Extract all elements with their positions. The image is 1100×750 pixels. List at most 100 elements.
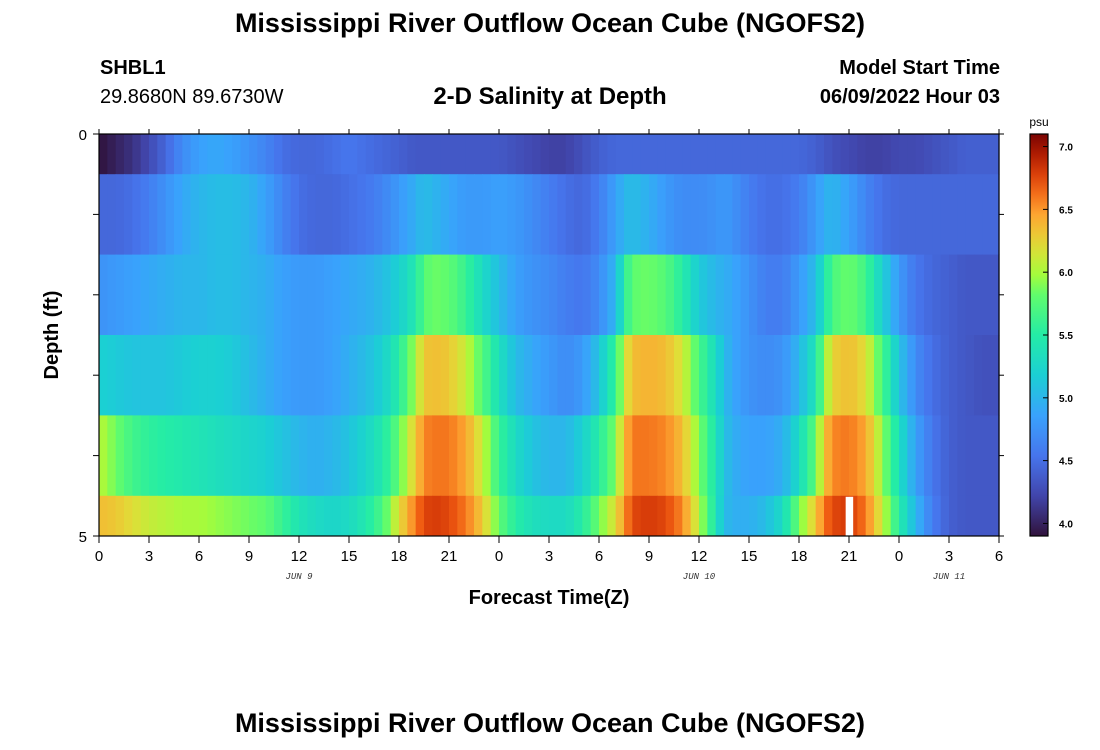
- heatmap-cell: [390, 254, 400, 336]
- heatmap-cell: [940, 495, 950, 537]
- heatmap-cell: [315, 495, 325, 537]
- heatmap-cell: [757, 415, 767, 497]
- heatmap-cell: [624, 174, 633, 255]
- heatmap-cell: [199, 134, 208, 175]
- heatmap-cell: [357, 495, 367, 537]
- heatmap-cell: [757, 174, 767, 255]
- heatmap-cell: [274, 174, 283, 255]
- heatmap-cell: [432, 495, 442, 537]
- heatmap-cell: [432, 174, 442, 255]
- heatmap-cell: [624, 335, 633, 416]
- heatmap-cell: [407, 134, 417, 175]
- heatmap-cell: [715, 134, 725, 175]
- heatmap-cell: [690, 495, 700, 537]
- heatmap-cell: [390, 495, 400, 537]
- heatmap-cell: [382, 134, 392, 175]
- heatmap-cell: [549, 134, 558, 175]
- heatmap-cell: [932, 254, 942, 336]
- heatmap-cell: [724, 254, 733, 336]
- heatmap-cell: [849, 134, 858, 175]
- heatmap-cell: [274, 415, 283, 497]
- heatmap-cell: [140, 495, 150, 537]
- heatmap-cell: [965, 415, 975, 497]
- heatmap-cell: [707, 415, 717, 497]
- heatmap-cell: [265, 134, 275, 175]
- heatmap-cell: [274, 495, 283, 537]
- heatmap-cell: [849, 335, 858, 416]
- heatmap-cell: [824, 495, 833, 537]
- heatmap-cell: [232, 495, 242, 537]
- heatmap-cell: [407, 495, 417, 537]
- heatmap-cell: [874, 335, 883, 416]
- heatmap-cell: [340, 174, 350, 255]
- heatmap-cell: [282, 134, 292, 175]
- heatmap-cell: [699, 134, 708, 175]
- heatmap-cell: [665, 134, 675, 175]
- heatmap-cell: [749, 495, 758, 537]
- heatmap-cell: [632, 134, 642, 175]
- heatmap-cell: [957, 495, 967, 537]
- heatmap-cell: [957, 174, 967, 255]
- heatmap-cell: [890, 174, 900, 255]
- heatmap-cell: [757, 134, 767, 175]
- heatmap-cell: [507, 495, 517, 537]
- heatmap-cell: [399, 335, 408, 416]
- heatmap-cell: [540, 415, 550, 497]
- heatmap-cell: [974, 134, 983, 175]
- heatmap-cell: [457, 335, 467, 416]
- heatmap-cell: [899, 415, 908, 497]
- heatmap-cell: [157, 415, 167, 497]
- x-tick-label: 6: [195, 548, 203, 565]
- heatmap-cell: [515, 254, 525, 336]
- heatmap-cell: [399, 495, 408, 537]
- heatmap-cell: [699, 335, 708, 416]
- heatmap-cell: [207, 335, 217, 416]
- heatmap-cell: [374, 495, 383, 537]
- heatmap-cell: [149, 134, 158, 175]
- heatmap-cell: [782, 174, 792, 255]
- heatmap-cell: [749, 335, 758, 416]
- heatmap-cell: [424, 335, 433, 416]
- heatmap-cell: [932, 174, 942, 255]
- heatmap-cell: [407, 415, 417, 497]
- heatmap-cell: [549, 335, 558, 416]
- heatmap-cell: [440, 174, 450, 255]
- heatmap-cell: [807, 134, 817, 175]
- heatmap-cell: [832, 495, 842, 537]
- heatmap-cell: [840, 415, 850, 497]
- heatmap-cell: [565, 134, 575, 175]
- heatmap-cell: [407, 254, 417, 336]
- heatmap-cell: [132, 415, 142, 497]
- heatmap-cell: [199, 254, 208, 336]
- heatmap-cell: [874, 134, 883, 175]
- heatmap-cell: [365, 254, 375, 336]
- heatmap-cell: [199, 415, 208, 497]
- heatmap-cell: [190, 335, 200, 416]
- colorbar-tick-label: 6.0: [1059, 268, 1073, 279]
- heatmap-cell: [632, 335, 642, 416]
- heatmap-cell: [740, 134, 750, 175]
- heatmap-cell: [932, 415, 942, 497]
- x-tick-label: 18: [391, 548, 408, 565]
- missing-data-cell: [845, 496, 854, 536]
- heatmap-cell: [107, 134, 117, 175]
- heatmap-cell: [432, 134, 442, 175]
- heatmap-cell: [774, 495, 783, 537]
- heatmap-cell: [915, 174, 925, 255]
- colorbar-tick-label: 5.5: [1059, 331, 1073, 342]
- heatmap-cell: [449, 495, 458, 537]
- heatmap-cell: [157, 134, 167, 175]
- heatmap-cell: [332, 495, 342, 537]
- heatmap-cell: [740, 174, 750, 255]
- heatmap-cell: [490, 254, 500, 336]
- x-tick-label: 0: [895, 548, 903, 565]
- heatmap-cell: [257, 134, 267, 175]
- heatmap-cell: [215, 174, 225, 255]
- plot-title: 2-D Salinity at Depth: [433, 83, 667, 110]
- heatmap-cell: [707, 174, 717, 255]
- heatmap-cell: [382, 174, 392, 255]
- heatmap-cell: [357, 415, 367, 497]
- heatmap-cell: [615, 174, 625, 255]
- heatmap-cell: [965, 335, 975, 416]
- heatmap-cell: [732, 495, 742, 537]
